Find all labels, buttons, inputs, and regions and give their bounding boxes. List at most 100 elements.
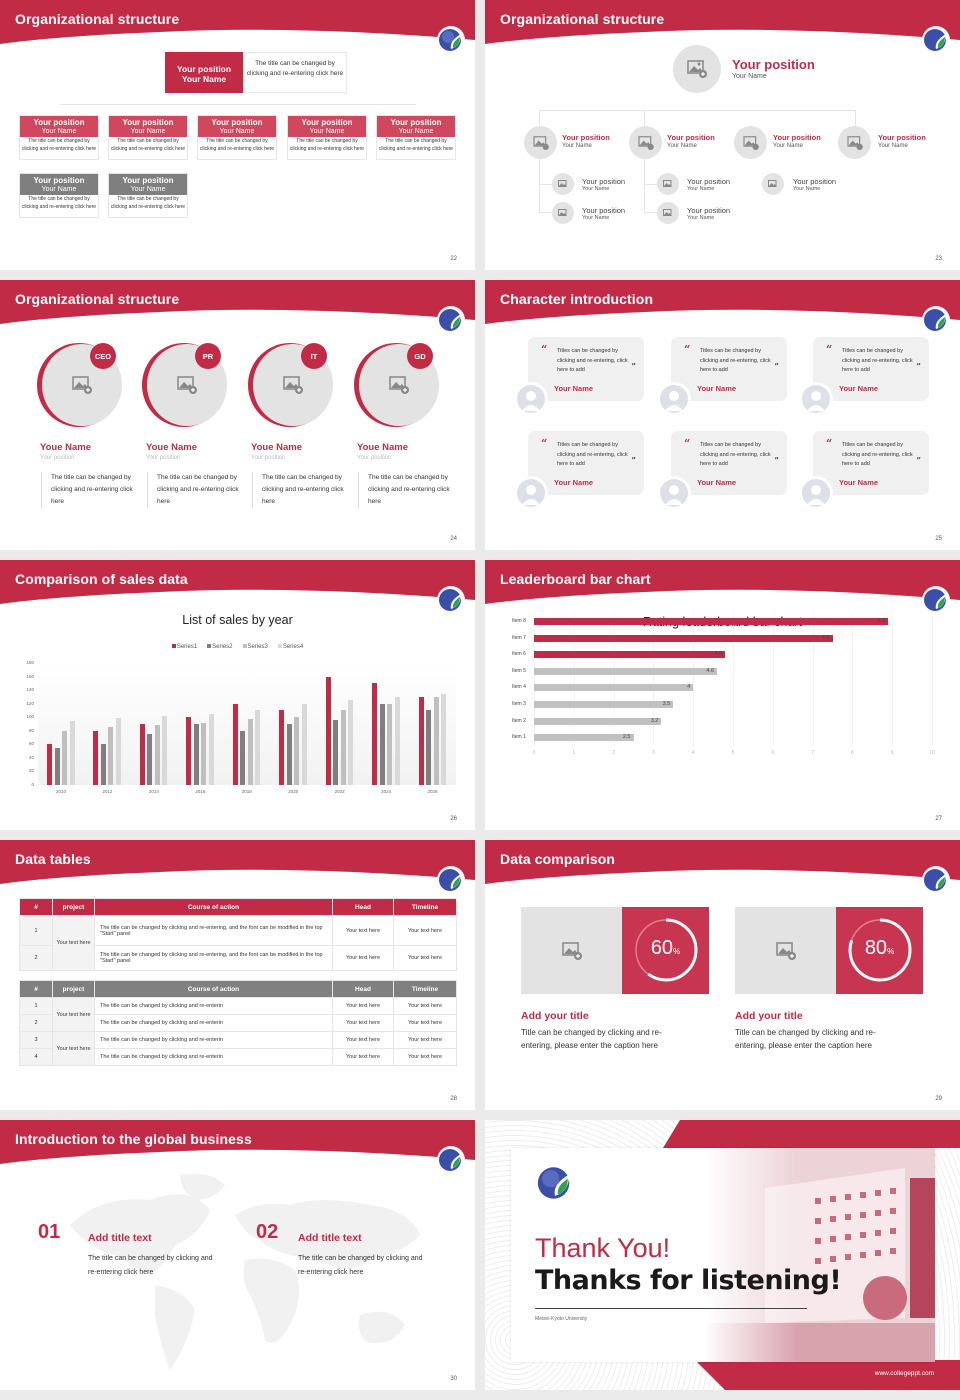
item-desc: The title can be changed by clicking and…: [88, 1255, 213, 1276]
image-placeholder-icon[interactable]: [629, 126, 662, 159]
bar-chart-plot: [38, 663, 456, 785]
bar: [441, 693, 447, 785]
bar-value: 3.2: [650, 717, 659, 724]
quote-text: Titles can be changed by clicking and re…: [700, 442, 771, 467]
top-position-box[interactable]: Your position Your Name: [165, 52, 243, 93]
position-label: Your position: [667, 133, 715, 142]
image-placeholder-icon[interactable]: [657, 173, 679, 195]
org-card[interactable]: Your position Your Name The title can be c…: [108, 173, 188, 218]
col-header: #: [19, 980, 53, 998]
quote-card[interactable]: “ Titles can be changed by clicking and r…: [528, 431, 644, 495]
x-tick: 10: [929, 750, 935, 756]
image-placeholder-icon[interactable]: [838, 126, 871, 159]
name-label: Your Name: [687, 186, 715, 192]
action-cell: The title can be changed by clicking and…: [94, 915, 333, 946]
slide-25-character-intro[interactable]: Character introduction “ Titles can be ch…: [485, 280, 960, 550]
person-name: Youe Name: [146, 442, 198, 453]
slide-thank-you[interactable]: Thank You! Thanks for listening! Meisei-…: [485, 1120, 960, 1390]
y-tick: 60: [28, 741, 34, 747]
y-tick: Item 1: [512, 734, 526, 741]
y-tick: 140: [26, 687, 34, 693]
image-placeholder-icon[interactable]: [552, 202, 574, 224]
photo-placeholder[interactable]: [248, 343, 333, 427]
image-placeholder-icon[interactable]: [762, 173, 784, 195]
bar: 7.5: [534, 634, 833, 642]
grid-line: [613, 614, 615, 746]
slide-27-leaderboard[interactable]: Leaderboard bar chart Rating leaderboard…: [485, 560, 960, 830]
y-tick: Item 6: [512, 651, 526, 658]
quote-card[interactable]: “ Titles can be changed by clicking and r…: [671, 337, 787, 401]
slide-26-sales-chart[interactable]: Comparison of sales data List of sales b…: [0, 560, 475, 830]
image-placeholder-icon[interactable]: [735, 907, 836, 994]
bar-value: 2.5: [622, 734, 631, 741]
slide-28-data-tables[interactable]: Data tables # project Course of action H…: [0, 840, 475, 1110]
bar: [100, 744, 106, 785]
item-title: Add title text: [88, 1232, 152, 1244]
page-number: 28: [450, 1096, 457, 1102]
role-badge: CEO: [90, 343, 116, 369]
org-card[interactable]: Your position Your Name The title can be c…: [197, 115, 277, 160]
close-quote-icon: ”: [774, 361, 779, 371]
top-name: Your Name: [732, 73, 767, 80]
quote-card[interactable]: “ Titles can be changed by clicking and r…: [528, 337, 644, 401]
image-placeholder-icon[interactable]: [521, 907, 622, 994]
grid-line: [772, 614, 774, 746]
legend-item: Series1: [171, 644, 197, 650]
table-row: 3 Your text here The title can be change…: [19, 1031, 457, 1066]
image-placeholder-icon[interactable]: [524, 126, 557, 159]
person-name: Youe Name: [357, 442, 409, 453]
bar: [162, 715, 168, 785]
name-label: Your Name: [181, 74, 227, 84]
bar: [201, 722, 207, 785]
bar: [147, 734, 153, 785]
org-card[interactable]: Your position Your Name The title can be c…: [19, 115, 99, 160]
org-card[interactable]: Your position Your Name The title can be c…: [108, 115, 188, 160]
head-cell: Your text here: [332, 945, 394, 971]
slide-29-data-comparison[interactable]: Data comparison 60% Add your title Title…: [485, 840, 960, 1110]
role-badge: IT: [301, 343, 327, 369]
slide-22-org-chart[interactable]: Organizational structure Your position Y…: [0, 0, 475, 270]
grid-line: [733, 614, 734, 746]
image-placeholder-icon[interactable]: [552, 173, 574, 195]
university-logo-icon: [922, 26, 950, 54]
slide-header: Character introduction: [485, 280, 960, 324]
name-label: Your Name: [582, 215, 610, 221]
person-position: Your position: [357, 455, 392, 461]
slide-30-global-business[interactable]: Introduction to the global business 01 A…: [0, 1120, 475, 1390]
name-label: Your Name: [773, 143, 803, 149]
slide-23-org-chart[interactable]: Organizational structure Your position Y…: [485, 0, 960, 270]
grid-line: [812, 614, 814, 746]
photo-placeholder[interactable]: [142, 343, 227, 427]
image-placeholder-icon[interactable]: [673, 45, 721, 93]
org-card[interactable]: Your position Your Name The title can be c…: [19, 173, 99, 218]
quote-card[interactable]: “ Titles can be changed by clicking and r…: [813, 431, 929, 495]
avatar: [657, 476, 691, 510]
slide-24-team[interactable]: Organizational structure CEO Youe Name Y…: [0, 280, 475, 550]
connector-line: [539, 110, 540, 213]
org-card[interactable]: Your position Your Name The title can be c…: [287, 115, 367, 160]
image-placeholder-icon[interactable]: [657, 202, 679, 224]
item-number: 02: [256, 1221, 279, 1243]
position-label: Your position: [122, 118, 174, 127]
col-header: Course of action: [94, 980, 333, 998]
website-link[interactable]: www.collegeppt.com: [874, 1370, 934, 1377]
row-number: 4: [19, 1048, 53, 1066]
quote-card[interactable]: “ Titles can be changed by clicking and r…: [813, 337, 929, 401]
item-title: Add title text: [298, 1232, 362, 1244]
quote-card[interactable]: “ Titles can be changed by clicking and r…: [671, 431, 787, 495]
x-tick: 6: [771, 750, 775, 756]
person-position: Your position: [40, 455, 75, 461]
open-quote-icon: “: [541, 437, 548, 450]
slide-title: Organizational structure: [500, 11, 665, 27]
x-tick: 2022: [334, 789, 345, 794]
name-label: Your Name: [130, 128, 166, 135]
org-card[interactable]: Your position Your Name The title can be c…: [376, 115, 456, 160]
page-number: 30: [450, 1376, 457, 1382]
bar: [333, 719, 339, 785]
x-tick: 9: [890, 750, 894, 756]
slide-title: Data comparison: [500, 851, 616, 867]
top-position: Your position: [732, 57, 815, 72]
image-placeholder-icon[interactable]: [734, 126, 767, 159]
row-number: 1: [19, 997, 53, 1015]
connector-line: [539, 184, 553, 185]
